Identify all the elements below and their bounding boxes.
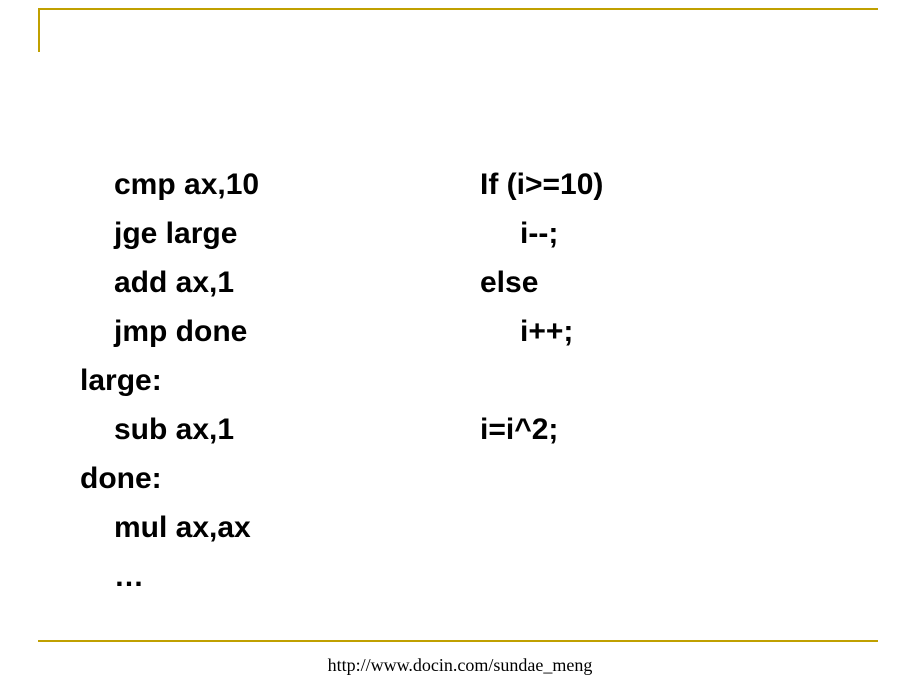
c-line: else xyxy=(480,258,920,307)
asm-label: done: xyxy=(80,454,470,503)
assembly-code-column: cmp ax,10 jge large add ax,1 jmp done la… xyxy=(0,160,470,601)
slide-frame-corner xyxy=(38,8,878,52)
asm-line: mul ax,ax xyxy=(80,503,470,552)
c-line: If (i>=10) xyxy=(480,160,920,209)
c-blank-line xyxy=(480,356,920,405)
slide-content: cmp ax,10 jge large add ax,1 jmp done la… xyxy=(0,160,920,601)
asm-line: add ax,1 xyxy=(80,258,470,307)
c-line: i++; xyxy=(480,307,920,356)
c-code-column: If (i>=10) i--; else i++; i=i^2; xyxy=(470,160,920,601)
asm-line: jmp done xyxy=(80,307,470,356)
asm-line: jge large xyxy=(80,209,470,258)
asm-line: … xyxy=(80,552,470,601)
c-line: i=i^2; xyxy=(480,405,920,454)
asm-line: cmp ax,10 xyxy=(80,160,470,209)
slide-bottom-rule xyxy=(38,640,878,642)
c-line: i--; xyxy=(480,209,920,258)
asm-label: large: xyxy=(80,356,470,405)
asm-line: sub ax,1 xyxy=(80,405,470,454)
footer-url: http://www.docin.com/sundae_meng xyxy=(0,655,920,676)
